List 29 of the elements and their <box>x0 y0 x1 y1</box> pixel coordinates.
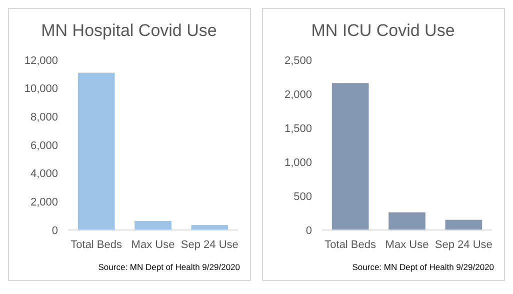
source-note: Source: MN Dept of Health 9/29/2020 <box>98 262 240 272</box>
bar <box>388 212 426 230</box>
x-tick-label: Sep 24 Use <box>434 239 492 251</box>
y-tick-label: 2,000 <box>284 88 312 101</box>
y-tick-label: 12,000 <box>24 54 58 67</box>
bar <box>134 220 172 230</box>
y-tick-label: 2,500 <box>284 54 312 67</box>
x-tick-label: Total Beds <box>324 239 377 251</box>
y-tick-label: 0 <box>306 224 312 237</box>
bar <box>191 225 228 230</box>
x-tick-label: Max Use <box>385 239 429 251</box>
y-tick-label: 2,000 <box>30 196 58 209</box>
x-tick-label: Max Use <box>131 239 175 251</box>
bar <box>332 83 369 230</box>
y-tick-label: 500 <box>294 190 312 203</box>
y-tick-label: 1,000 <box>284 156 312 169</box>
x-tick-label: Sep 24 Use <box>180 239 238 251</box>
bar <box>445 220 482 230</box>
x-tick-label: Total Beds <box>70 239 123 251</box>
y-tick-label: 8,000 <box>30 112 58 124</box>
bar <box>78 72 115 230</box>
y-tick-label: 6,000 <box>30 140 58 152</box>
y-tick-label: 4,000 <box>30 168 58 180</box>
y-tick-label: 0 <box>52 224 58 237</box>
chart-title: MN ICU Covid Use <box>311 21 455 40</box>
y-tick-label: 10,000 <box>24 83 58 96</box>
y-tick-label: 1,500 <box>284 122 312 135</box>
source-note: Source: MN Dept of Health 9/29/2020 <box>352 262 494 272</box>
chart-title: MN Hospital Covid Use <box>41 21 217 40</box>
